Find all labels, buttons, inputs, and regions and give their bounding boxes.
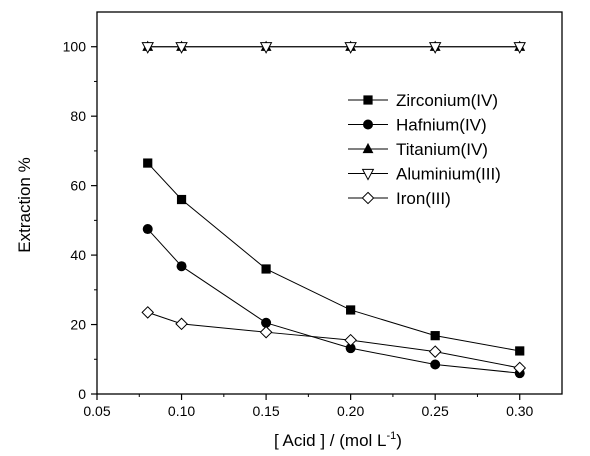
data-point-zirconium-iv [346, 305, 355, 314]
legend: Zirconium(IV) Hafnium(IV) Titanium(IV) Alum… [348, 91, 501, 208]
data-point-zirconium-iv [177, 195, 186, 204]
y-tick-label: 0 [78, 386, 86, 402]
y-tick-label: 20 [70, 317, 86, 333]
legend-label-iron-iii: Iron(III) [396, 189, 451, 208]
legend-label-titanium-iv: Titanium(IV) [396, 140, 488, 159]
x-axis-title-tail: ) [396, 431, 402, 450]
data-point-aluminium-iii [142, 43, 153, 53]
data-point-hafnium-iv [143, 224, 153, 234]
series-hafnium-iv [143, 224, 525, 378]
series-aluminium-iii [142, 43, 525, 53]
data-point-aluminium-iii [345, 43, 356, 53]
legend-marker-iron-iii [362, 192, 373, 203]
data-point-zirconium-iv [261, 264, 270, 273]
x-axis-title-superscript: -1 [386, 430, 396, 442]
data-point-hafnium-iv [177, 261, 187, 271]
plot-axes: 0.05 0.10 0.15 0.20 0.25 0.30 0 20 40 60 80 100 [63, 12, 562, 419]
data-point-aluminium-iii [261, 43, 272, 53]
legend-label-aluminium-iii: Aluminium(III) [396, 165, 501, 184]
data-point-zirconium-iv [515, 346, 524, 355]
series-line-hafnium-iv [148, 229, 520, 373]
series-line-zirconium-iv [148, 163, 520, 351]
legend-label-zirconium-iv: Zirconium(IV) [396, 91, 498, 110]
data-point-iron-iii [430, 346, 441, 357]
y-tick-label: 60 [70, 178, 86, 194]
x-tick-label: 0.30 [506, 403, 533, 419]
data-point-zirconium-iv [143, 158, 152, 167]
x-axis-title: [ Acid ] / (mol L-1) [274, 430, 402, 450]
x-tick-label: 0.25 [422, 403, 449, 419]
x-tick-label: 0.20 [337, 403, 364, 419]
data-point-aluminium-iii [514, 43, 525, 53]
data-point-iron-iii [345, 335, 356, 346]
data-point-iron-iii [260, 327, 271, 338]
series-titanium-iv [142, 41, 525, 51]
y-tick-label: 100 [63, 39, 87, 55]
data-point-zirconium-iv [431, 331, 440, 340]
x-tick-label: 0.05 [83, 403, 110, 419]
legend-marker-titanium-iv [363, 143, 374, 153]
y-tick-label: 40 [70, 247, 86, 263]
y-axis-title: Extraction % [15, 157, 34, 252]
legend-marker-hafnium-iv [363, 120, 373, 130]
data-point-iron-iii [176, 318, 187, 329]
x-tick-label: 0.15 [252, 403, 279, 419]
legend-label-hafnium-iv: Hafnium(IV) [396, 116, 487, 135]
legend-marker-zirconium-iv [363, 95, 372, 104]
series-iron-iii [142, 307, 525, 374]
series-line-iron-iii [148, 312, 520, 368]
legend-marker-aluminium-iii [363, 169, 374, 179]
plot-frame [97, 12, 562, 394]
x-axis-title-main: [ Acid ] / (mol L [274, 431, 386, 450]
data-point-iron-iii [142, 307, 153, 318]
data-point-hafnium-iv [430, 359, 440, 369]
x-tick-label: 0.10 [168, 403, 195, 419]
y-tick-label: 80 [70, 108, 86, 124]
data-point-aluminium-iii [176, 43, 187, 53]
data-point-aluminium-iii [430, 43, 441, 53]
